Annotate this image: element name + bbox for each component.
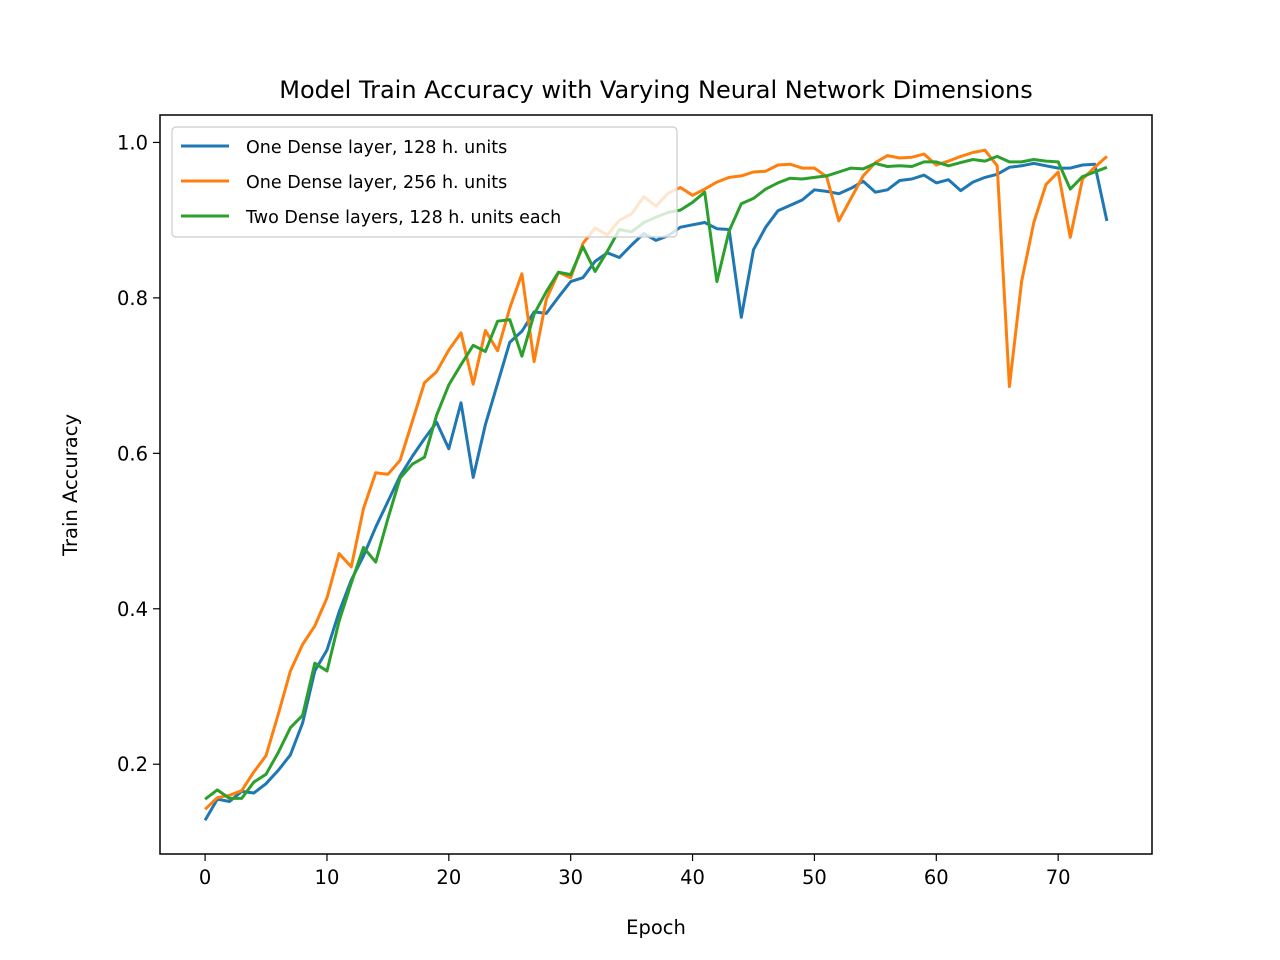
- plot-area-frame: [159, 114, 1153, 855]
- x-tick-label: 10: [315, 866, 340, 889]
- legend-label-3: Two Dense layers, 128 h. units each: [245, 208, 561, 228]
- legend-box: [171, 126, 678, 238]
- x-tick-label: 0: [199, 866, 211, 889]
- x-tick-label: 60: [924, 866, 949, 889]
- legend-label-2: One Dense layer, 256 h. units: [246, 173, 507, 193]
- y-axis-ticks: 0.2 0.4 0.6 0.8 1.0: [117, 131, 160, 776]
- y-axis-label: Train Accuracy: [59, 414, 82, 557]
- y-tick-label: 1.0: [117, 131, 148, 154]
- y-tick-label: 0.8: [117, 287, 148, 310]
- x-tick-label: 20: [436, 866, 461, 889]
- x-tick-label: 70: [1046, 866, 1071, 889]
- y-tick-label: 0.6: [117, 442, 148, 465]
- x-tick-label: 40: [680, 866, 705, 889]
- x-tick-label: 30: [558, 866, 583, 889]
- chart-title: Model Train Accuracy with Varying Neural…: [279, 76, 1032, 104]
- x-tick-label: 50: [802, 866, 827, 889]
- x-axis-ticks: 0 10 20 30 40 50 60 70: [199, 854, 1071, 889]
- y-tick-label: 0.4: [117, 598, 148, 621]
- y-tick-label: 0.2: [117, 753, 148, 776]
- legend: One Dense layer, 128 h. units One Dense l…: [171, 126, 678, 238]
- x-axis-label: Epoch: [626, 916, 686, 939]
- legend-label-1: One Dense layer, 128 h. units: [246, 138, 507, 158]
